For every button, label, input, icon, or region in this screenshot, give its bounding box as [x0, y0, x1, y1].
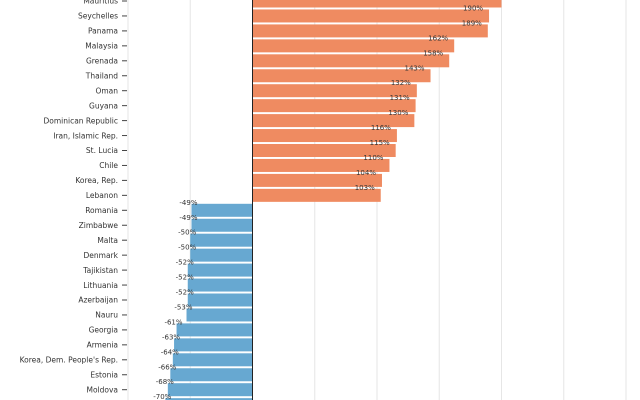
bar	[190, 233, 253, 247]
category-label: Guyana	[89, 101, 118, 110]
bar	[252, 84, 417, 98]
category-label: Azerbaijan	[78, 296, 118, 305]
bar	[190, 248, 253, 262]
bar	[252, 39, 455, 53]
value-label: -52%	[176, 274, 194, 282]
category-label: Dominican Republic	[43, 116, 118, 125]
category-label: Thailand	[85, 71, 118, 80]
category-label: Malta	[97, 236, 118, 245]
bar	[191, 218, 253, 232]
bar	[174, 338, 253, 352]
bar	[252, 9, 490, 23]
value-label: -52%	[176, 259, 194, 267]
bar	[167, 383, 253, 397]
category-label: Grenada	[86, 57, 118, 66]
category-label: Lithuania	[83, 281, 118, 290]
category-label: Korea, Dem. People's Rep.	[20, 356, 118, 365]
category-label: Romania	[85, 206, 118, 215]
category-label: Nauru	[95, 311, 118, 320]
bar	[252, 99, 416, 113]
category-label: Moldova	[86, 385, 118, 394]
value-label: -68%	[156, 378, 174, 386]
value-label: -70%	[153, 393, 171, 400]
value-label: -49%	[179, 214, 197, 222]
value-label: 131%	[390, 94, 410, 102]
category-label: Georgia	[89, 326, 118, 335]
value-label: -53%	[174, 303, 192, 311]
value-label: 115%	[370, 139, 390, 147]
bar	[252, 188, 381, 202]
bar	[172, 353, 253, 367]
bar	[252, 158, 390, 172]
value-label: 158%	[423, 49, 443, 57]
bar	[252, 173, 382, 187]
category-label: Tajikistan	[82, 266, 118, 275]
value-label: 190%	[463, 4, 483, 12]
category-label: Denmark	[84, 251, 119, 260]
value-labels: 190% 189% 162% 158% 143% 132% 131% 130% 116% 115%…	[153, 4, 483, 400]
bar	[176, 323, 253, 337]
bar	[187, 263, 253, 277]
category-label: Panama	[88, 27, 118, 36]
category-label: Chile	[99, 161, 118, 170]
bar	[252, 24, 488, 38]
value-label: -66%	[158, 363, 176, 371]
value-label: -52%	[176, 289, 194, 297]
category-label: Korea, Rep.	[75, 176, 118, 185]
category-label: Zimbabwe	[79, 221, 119, 230]
category-label: Malaysia	[85, 42, 118, 51]
category-label: Armenia	[87, 341, 118, 350]
value-label: 103%	[355, 184, 375, 192]
category-label: Iran, Islamic Rep.	[53, 131, 118, 140]
bar	[187, 278, 253, 292]
bar	[252, 144, 396, 157]
value-label: 110%	[363, 154, 383, 162]
bar	[165, 398, 253, 400]
category-label: Estonia	[90, 370, 118, 379]
category-labels: Mauritius Seychelles Panama Malaysia Grenada…	[20, 0, 127, 394]
value-label: -63%	[162, 333, 180, 341]
value-label: 143%	[405, 64, 425, 72]
value-label: -61%	[164, 318, 182, 326]
bar	[187, 293, 253, 307]
bar	[170, 368, 253, 382]
value-label: -64%	[161, 348, 179, 356]
bar	[191, 203, 253, 217]
category-label: Lebanon	[86, 191, 118, 200]
value-label: -49%	[179, 199, 197, 207]
bar	[252, 69, 431, 83]
bars	[165, 0, 502, 400]
value-label: 162%	[428, 34, 448, 42]
value-label: 130%	[388, 109, 408, 117]
value-label: -50%	[178, 244, 196, 252]
bar	[252, 129, 397, 143]
bar	[252, 54, 450, 68]
bar	[186, 308, 253, 322]
value-label: 116%	[371, 124, 391, 132]
value-label: 189%	[462, 19, 482, 27]
value-label: -50%	[178, 229, 196, 237]
bar	[252, 114, 415, 128]
category-label: Oman	[95, 86, 118, 95]
value-label: 132%	[391, 79, 411, 87]
category-label: Mauritius	[83, 0, 118, 6]
category-label: Seychelles	[78, 12, 118, 21]
value-label: 104%	[356, 169, 376, 177]
category-label: St. Lucia	[86, 146, 118, 155]
bar	[252, 0, 502, 8]
